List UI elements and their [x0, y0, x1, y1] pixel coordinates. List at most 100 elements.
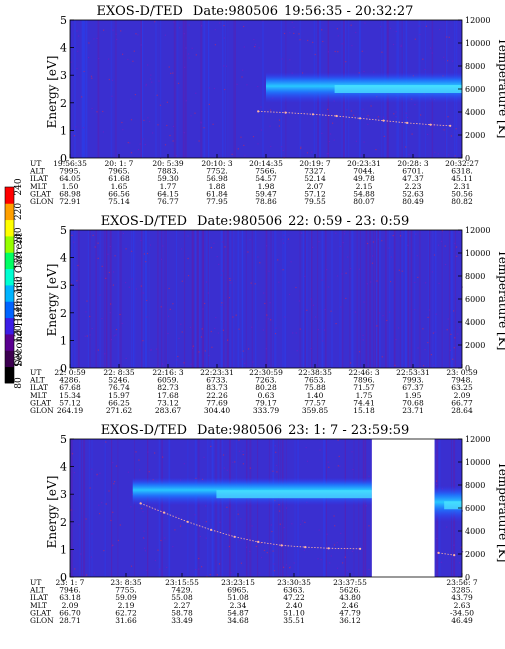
- table-cell: 3285.: [451, 586, 472, 595]
- y2-tick-label: 8000: [465, 62, 485, 71]
- table-cell: 2.31: [454, 182, 471, 191]
- colorbar-tick-label: 220: [14, 203, 24, 220]
- table-cell: 23: 1: 7: [56, 578, 85, 587]
- table-cell: 61.68: [108, 174, 130, 183]
- table-cell: 33.49: [171, 616, 193, 625]
- table-cell: 45.11: [451, 174, 472, 183]
- table-cell: 83.73: [206, 383, 228, 392]
- table-cell: 73.12: [157, 398, 179, 407]
- y2-tick-label: 0: [465, 154, 470, 163]
- table-row-label: MLT: [30, 601, 47, 610]
- enhancement-band-core: [334, 85, 462, 93]
- table-cell: 23: 8:35: [110, 578, 142, 587]
- y-tick-label: 2: [60, 97, 67, 110]
- temperature-point: [382, 119, 385, 122]
- table-cell: 66.77: [451, 398, 473, 407]
- table-cell: 15.97: [108, 391, 130, 400]
- table-row-label: GLAT: [30, 608, 51, 617]
- colorbar-tick-label: 140: [14, 301, 24, 318]
- table-cell: 71.57: [353, 383, 375, 392]
- table-cell: 23:15:55: [165, 578, 199, 587]
- table-cell: 2.40: [286, 601, 303, 610]
- table-cell: 59.47: [255, 189, 277, 198]
- table-row-label: GLON: [30, 406, 54, 415]
- table-cell: 20:14:35: [249, 159, 283, 168]
- table-cell: 23:30:35: [277, 578, 311, 587]
- table-cell: 55.08: [171, 593, 193, 602]
- table-row-label: GLON: [30, 616, 54, 625]
- table-cell: 2.19: [118, 601, 135, 610]
- table-cell: 1.40: [307, 391, 324, 400]
- y-tick-label: 5: [60, 14, 67, 27]
- colorbar-tick-label: 120: [14, 325, 24, 342]
- y2-tick-label: 10000: [465, 39, 490, 48]
- colorbar-block: [5, 301, 14, 319]
- table-cell: 64.15: [157, 189, 179, 198]
- colorbar-block: [5, 268, 14, 286]
- table-cell: 76.77: [157, 197, 179, 206]
- table-cell: 333.79: [253, 406, 279, 415]
- table-cell: 80.49: [402, 197, 424, 206]
- y2-tick-label: 2000: [465, 131, 485, 140]
- table-cell: 1.95: [405, 391, 422, 400]
- table-cell: 22:53:31: [396, 368, 430, 377]
- table-cell: 22: 0:59: [54, 368, 86, 377]
- table-cell: 23: 0:59: [446, 368, 478, 377]
- y-tick-label: 1: [60, 543, 67, 556]
- table-cell: 47.79: [339, 608, 361, 617]
- y2-tick-label: 8000: [465, 272, 485, 281]
- y-tick-label: 4: [60, 252, 67, 265]
- y2-tick-label: 0: [465, 364, 470, 373]
- table-cell: 80.07: [353, 197, 375, 206]
- table-cell: 7946.: [59, 586, 80, 595]
- table-cell: 7566.: [255, 167, 276, 176]
- colorbar-ticks: 80 100 120 140 160 180 200 220 240: [14, 178, 24, 389]
- table-cell: 6363.: [283, 586, 304, 595]
- table-cell: 2.34: [230, 601, 247, 610]
- table-cell: 61.84: [206, 189, 228, 198]
- table-cell: 7327.: [304, 167, 325, 176]
- table-cell: 22.26: [206, 391, 228, 400]
- table-cell: 66.70: [59, 608, 81, 617]
- table-cell: 1.65: [111, 182, 128, 191]
- table-cell: 283.67: [155, 406, 181, 415]
- panel-1: EXOS-D/TED Date:980506 19:56:35 - 20:32:27…: [29, 4, 505, 206]
- table-cell: 0.63: [258, 391, 275, 400]
- table-cell: 20:19: 7: [299, 159, 331, 168]
- table-cell: 7883.: [157, 167, 178, 176]
- table-cell: 77.57: [304, 398, 326, 407]
- table-cell: 62.72: [115, 608, 137, 617]
- table-cell: 77.69: [206, 398, 228, 407]
- y2-tick-label: 12000: [465, 226, 490, 235]
- table-cell: 7995.: [59, 167, 80, 176]
- table-cell: 59.09: [115, 593, 137, 602]
- table-cell: 20:28: 3: [397, 159, 429, 168]
- table-cell: 63.25: [451, 383, 473, 392]
- panel-2-y-label: Energy [eV]: [45, 264, 59, 337]
- table-cell: 6965.: [227, 586, 248, 595]
- table-cell: 2.09: [454, 391, 471, 400]
- table-cell: 2.09: [62, 601, 79, 610]
- colorbar: 80 100 120 140 160 180 200 220 240 Second Harmon…: [4, 178, 25, 389]
- table-cell: 66.25: [108, 398, 130, 407]
- table-cell: 23.71: [402, 406, 423, 415]
- colorbar-block: [5, 187, 14, 204]
- table-cell: 77.95: [206, 197, 228, 206]
- table-cell: 20:23:31: [347, 159, 381, 168]
- table-cell: 52.14: [304, 174, 326, 183]
- y2-tick-label: 8000: [465, 481, 485, 490]
- panel-3: EXOS-D/TED Date:980506 23: 1: 7 - 23:59:59…: [29, 423, 505, 625]
- table-cell: 22:23:31: [200, 368, 234, 377]
- colorbar-block: [5, 219, 14, 237]
- table-cell: 5626.: [339, 586, 360, 595]
- y2-tick-label: 12000: [465, 435, 490, 444]
- table-row-label: MLT: [30, 391, 47, 400]
- table-cell: 359.85: [302, 406, 328, 415]
- data-gap: [371, 439, 435, 577]
- table-row-label: ALT: [29, 376, 45, 385]
- y2-tick-label: 2000: [465, 550, 485, 559]
- table-cell: 35.51: [283, 616, 304, 625]
- panel-2-y2-label: Temperature [K]: [496, 250, 505, 351]
- table-cell: 22:38:35: [298, 368, 332, 377]
